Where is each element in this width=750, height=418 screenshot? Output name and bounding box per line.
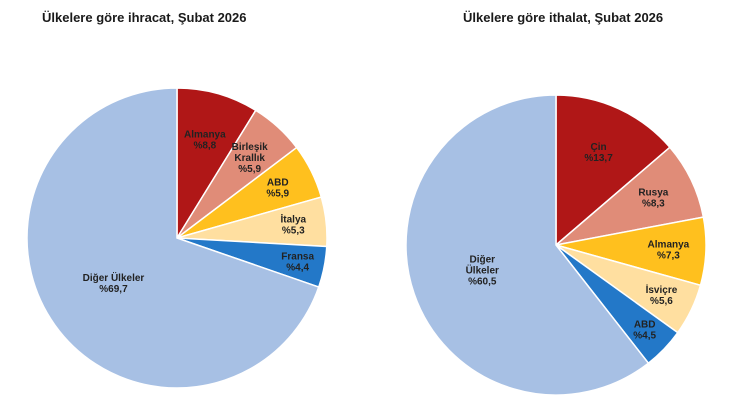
export-label-value: %8,8 (193, 140, 216, 151)
import-label-name: Almanya (648, 239, 690, 250)
export-chart-title: Ülkelere göre ihracat, Şubat 2026 (42, 10, 247, 25)
import-label-name: ABD (634, 320, 656, 331)
export-label-value: %5,3 (282, 226, 305, 237)
import-label-rusya: Rusya%8,3 (638, 188, 668, 210)
import-slice-cin (555, 94, 671, 247)
export-label-diger-ulkeler: Diğer Ülkeler%69,7 (83, 271, 145, 295)
export-slice-almanya (176, 87, 257, 241)
export-label-name: ABD (267, 177, 289, 188)
export-label-value: %4,4 (286, 262, 309, 273)
import-label-value: %7,3 (657, 250, 680, 261)
import-label-value: %4,5 (633, 331, 656, 342)
import-chart-title: Ülkelere göre ithalat, Şubat 2026 (463, 10, 664, 25)
export-label-almanya: Almanya%8,8 (184, 129, 226, 151)
export-label-value: %5,9 (266, 188, 289, 199)
import-label-value: %60,5 (468, 276, 497, 287)
import-label-name: İsviçre (646, 283, 678, 296)
import-label-almanya: Almanya%7,3 (648, 239, 690, 261)
import-label-value: %8,3 (642, 199, 665, 210)
export-label-abd: ABD%5,9 (266, 177, 289, 199)
import-label-abd: ABD%4,5 (633, 320, 656, 342)
export-label-name: İtalya (281, 213, 307, 226)
export-label-name: Diğer Ülkeler (83, 271, 145, 284)
import-slice-diger-ulkeler (405, 94, 650, 396)
export-slice-diger-ulkeler (26, 87, 320, 389)
import-label-value: %13,7 (584, 153, 613, 164)
import-label-cin: Çin%13,7 (584, 142, 613, 164)
export-label-value: %5,9 (238, 164, 261, 175)
export-label-name: Almanya (184, 129, 226, 140)
export-label-name: Birleşik (232, 142, 269, 153)
export-label-fransa: Fransa%4,4 (281, 251, 314, 273)
import-label-value: %5,6 (650, 296, 673, 307)
import-label-isvicre: İsviçre%5,6 (646, 283, 678, 307)
export-label-name: Krallık (234, 153, 265, 164)
import-label-name: Diğer (469, 254, 495, 265)
import-label-name: Ülkeler (466, 263, 499, 276)
export-label-italya: İtalya%5,3 (281, 213, 307, 237)
export-label-value: %69,7 (99, 284, 128, 295)
import-label-name: Rusya (638, 188, 668, 199)
import-label-name: Çin (591, 142, 607, 153)
export-label-name: Fransa (281, 251, 314, 262)
